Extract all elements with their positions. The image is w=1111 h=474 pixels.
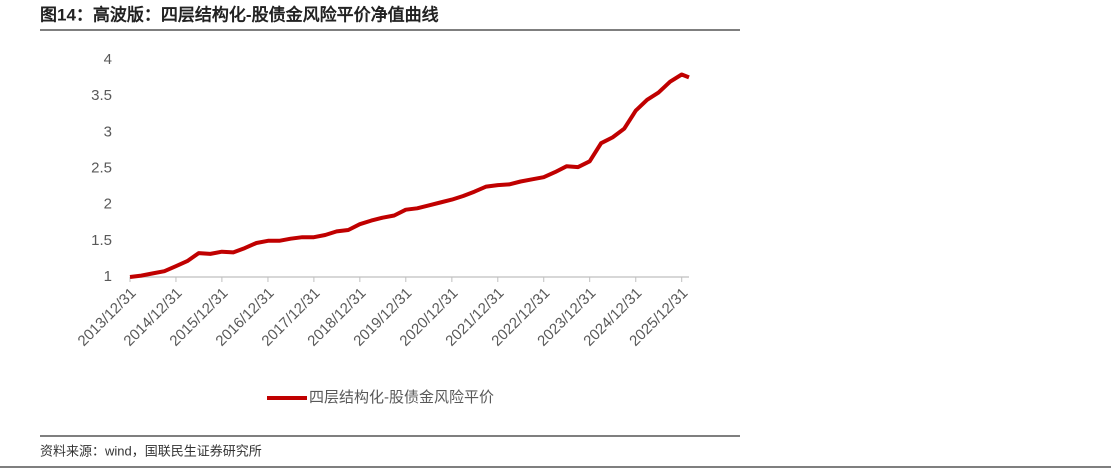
y-tick-label: 2 [104, 196, 112, 213]
source: 资料来源：wind，国联民生证券研究所 [40, 443, 262, 458]
y-tick-label: 2.5 [91, 159, 112, 176]
series-line [129, 72, 690, 279]
y-tick-label: 3.5 [91, 87, 112, 104]
chart-title: 图14：高波版：四层结构化-股债金风险平价净值曲线 [40, 4, 439, 24]
y-tick-label: 1 [104, 268, 112, 285]
y-tick-label: 4 [104, 51, 112, 68]
y-tick-label: 3 [104, 123, 112, 140]
legend-label: 四层结构化-股债金风险平价 [309, 389, 494, 406]
y-tick-label: 1.5 [91, 232, 112, 249]
